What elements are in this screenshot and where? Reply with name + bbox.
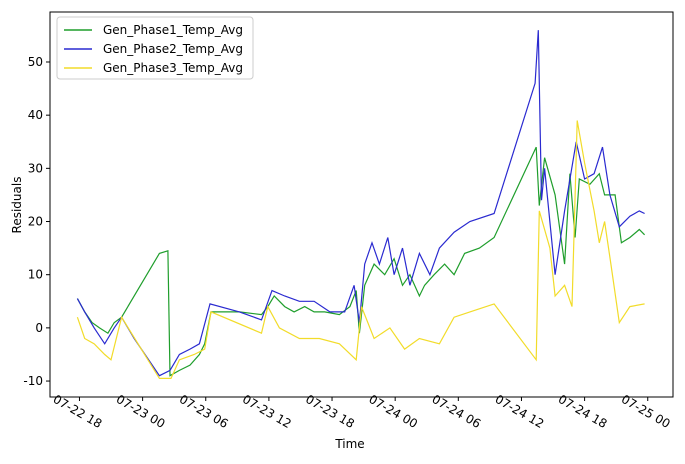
x-tick-label: 07-23 18 (303, 392, 357, 431)
legend-label: Gen_Phase3_Temp_Avg (103, 61, 243, 75)
x-tick-label: 07-23 12 (240, 392, 294, 431)
y-tick-label: 10 (28, 268, 43, 282)
x-tick-label: 07-24 12 (493, 392, 547, 431)
y-tick-label: 30 (28, 161, 43, 175)
line (76, 30, 645, 377)
plot-frame (49, 11, 674, 398)
y-tick-label: 50 (28, 55, 43, 69)
legend-label: Gen_Phase1_Temp_Avg (103, 23, 243, 37)
x-tick-label: 07-24 18 (556, 392, 610, 431)
x-tick-label: 07-23 00 (114, 392, 168, 431)
x-tick-label: 07-24 06 (429, 392, 483, 431)
line (76, 120, 645, 379)
y-tick-label: 20 (28, 215, 43, 229)
x-tick-label: 07-24 00 (366, 392, 420, 431)
legend: Gen_Phase1_Temp_Avg Gen_Phase2_Temp_Avg Ge… (56, 16, 254, 80)
y-tick-label: -10 (23, 374, 43, 388)
x-tick-label: 07-25 00 (619, 392, 673, 431)
y-tick-label: 40 (28, 108, 43, 122)
x-tick-label: 07-22 18 (51, 392, 105, 431)
y-tick-label: 0 (35, 321, 43, 335)
legend-label: Gen_Phase2_Temp_Avg (103, 42, 243, 56)
x-tick-label: 07-23 06 (177, 392, 231, 431)
y-axis-label: Residuals (10, 177, 24, 234)
line (76, 146, 646, 377)
x-axis-label: Time (334, 437, 364, 451)
legend-box (56, 16, 254, 80)
